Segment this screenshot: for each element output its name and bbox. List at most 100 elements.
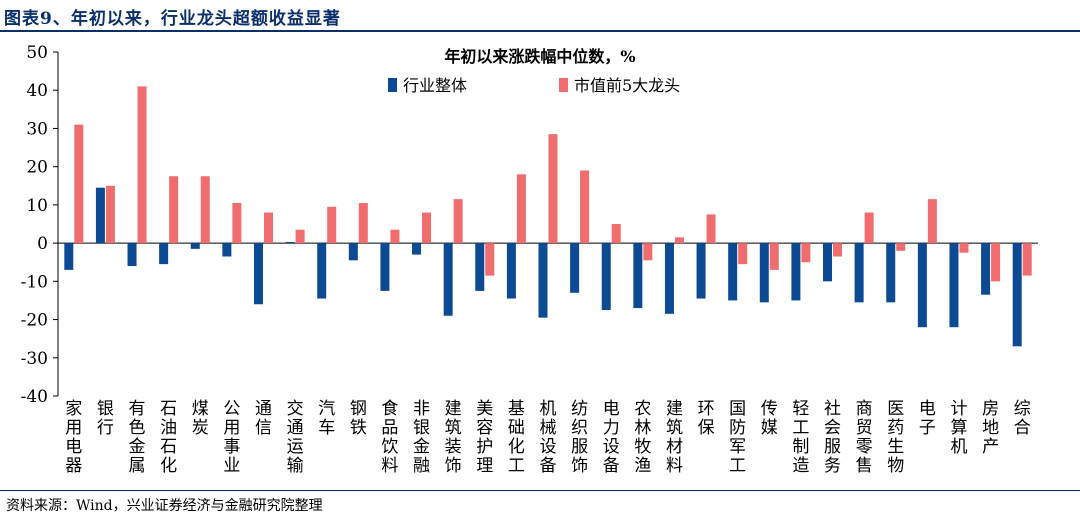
x-tick-label: 钢铁 bbox=[350, 399, 367, 438]
bar-leaders bbox=[516, 174, 526, 244]
x-tick-label: 电子 bbox=[919, 399, 936, 438]
bar-industry bbox=[696, 243, 706, 299]
bar-leaders bbox=[327, 206, 337, 244]
bar-industry bbox=[886, 243, 896, 303]
legend: 行业整体 市值前5大龙头 bbox=[388, 76, 680, 95]
bar-leaders bbox=[169, 176, 179, 244]
x-tick-label: 医药生物 bbox=[887, 399, 904, 476]
bar-leaders bbox=[580, 170, 590, 244]
bar-leaders bbox=[896, 243, 906, 251]
x-tick-label: 家用电器 bbox=[65, 399, 82, 476]
x-tick-label: 房地产 bbox=[982, 399, 999, 457]
bar-industry bbox=[728, 243, 738, 301]
bar-industry bbox=[981, 243, 991, 295]
y-tick-label: 30 bbox=[26, 119, 48, 139]
bar-leaders bbox=[358, 202, 368, 244]
y-tick-label: -30 bbox=[21, 349, 48, 369]
bar-industry bbox=[412, 243, 422, 255]
x-tick-label: 煤炭 bbox=[192, 399, 209, 438]
bar-leaders bbox=[864, 212, 874, 244]
x-tick-label: 石油石化 bbox=[160, 399, 177, 476]
bar-leaders bbox=[959, 243, 969, 253]
bar-leaders bbox=[643, 243, 653, 261]
bar-leaders bbox=[738, 243, 748, 265]
bar-leaders bbox=[390, 229, 400, 244]
x-tick-label: 汽车 bbox=[318, 399, 335, 438]
x-tick-label: 交通运输 bbox=[287, 399, 304, 476]
bar-leaders bbox=[137, 86, 147, 244]
y-axis: -40 -30 -20 -10 0 10 20 30 40 50 bbox=[21, 43, 1038, 407]
bar-industry bbox=[443, 243, 453, 316]
bar-industry bbox=[664, 243, 674, 314]
x-tick-label: 公用事业 bbox=[223, 399, 240, 476]
x-tick-label: 传媒 bbox=[761, 399, 778, 438]
y-tick-label: 10 bbox=[26, 196, 48, 216]
bar-leaders bbox=[801, 243, 811, 263]
bar-industry bbox=[64, 243, 74, 270]
bar-industry bbox=[348, 243, 358, 261]
bar-leaders bbox=[991, 243, 1001, 282]
x-tick-label: 建筑材料 bbox=[666, 399, 683, 476]
x-tick-label: 食品饮料 bbox=[381, 399, 398, 476]
x-tick-label: 美容护理 bbox=[476, 399, 493, 476]
chart-title: 年初以来涨跌幅中位数，% bbox=[444, 47, 635, 66]
bar-industry bbox=[823, 243, 833, 282]
bar-industry bbox=[917, 243, 927, 328]
x-tick-label: 建筑装饰 bbox=[445, 399, 462, 476]
bar-industry bbox=[475, 243, 485, 291]
bar-industry bbox=[127, 243, 137, 267]
y-tick-label: 0 bbox=[37, 234, 48, 254]
bar-leaders bbox=[706, 214, 716, 244]
y-tick-label: -40 bbox=[21, 387, 48, 407]
legend-swatch-industry bbox=[388, 78, 397, 92]
x-tick-label: 综合 bbox=[1014, 399, 1031, 438]
bar-industry bbox=[380, 243, 390, 291]
legend-label-industry: 行业整体 bbox=[403, 76, 467, 95]
x-tick-label: 轻工制造 bbox=[792, 399, 809, 476]
x-tick-label: 银行 bbox=[97, 399, 114, 438]
x-tick-label: 农林牧渔 bbox=[634, 399, 651, 476]
x-tick-label: 计算机 bbox=[950, 399, 967, 457]
bar-industry bbox=[601, 243, 611, 310]
bar-industry bbox=[253, 243, 263, 305]
figure-title: 图表9、年初以来，行业龙头超额收益显著 bbox=[4, 9, 341, 29]
bar-industry bbox=[633, 243, 643, 309]
bar-leaders bbox=[453, 199, 463, 244]
x-tick-label: 基础化工 bbox=[508, 399, 525, 476]
bar-leaders bbox=[422, 212, 432, 244]
legend-label-leaders: 市值前5大龙头 bbox=[574, 76, 680, 95]
y-tick-label: -20 bbox=[21, 311, 48, 331]
x-tick-label: 机械设备 bbox=[540, 399, 557, 476]
x-tick-label: 国防军工 bbox=[729, 399, 746, 476]
legend-swatch-leaders bbox=[559, 78, 568, 92]
x-tick-label: 纺织服饰 bbox=[571, 399, 588, 476]
bar-industry bbox=[791, 243, 801, 301]
x-axis-labels: 家用电器银行有色金属石油石化煤炭公用事业通信交通运输汽车钢铁食品饮料非银金融建筑… bbox=[65, 399, 1030, 476]
bar-leaders bbox=[927, 199, 937, 244]
bar-industry bbox=[949, 243, 959, 328]
x-tick-label: 社会服务 bbox=[824, 399, 841, 476]
bar-industry bbox=[538, 243, 548, 318]
bar-marks bbox=[64, 86, 1032, 347]
x-tick-label: 商贸零售 bbox=[856, 399, 873, 476]
bar-leaders bbox=[105, 185, 115, 244]
source-divider bbox=[0, 490, 1080, 491]
bar-leaders bbox=[485, 243, 495, 276]
bar-leaders bbox=[232, 202, 242, 244]
bar-industry bbox=[570, 243, 580, 293]
bar-chart: -40 -30 -20 -10 0 10 20 30 40 50 家用电器银行有色金属石油石化煤炭… bbox=[21, 43, 1038, 476]
bar-industry bbox=[190, 243, 200, 249]
bar-leaders bbox=[263, 212, 273, 244]
x-tick-label: 通信 bbox=[255, 399, 272, 438]
x-tick-label: 电力设备 bbox=[603, 399, 620, 476]
bar-industry bbox=[1012, 243, 1022, 347]
bar-industry bbox=[759, 243, 769, 303]
source-note: 资料来源：Wind，兴业证券经济与金融研究院整理 bbox=[6, 498, 323, 514]
y-tick-label: -10 bbox=[21, 272, 48, 292]
bar-industry bbox=[854, 243, 864, 303]
bar-industry bbox=[317, 243, 327, 299]
title-divider bbox=[0, 30, 1080, 32]
bar-industry bbox=[159, 243, 169, 265]
bar-leaders bbox=[548, 134, 558, 244]
bar-leaders bbox=[295, 229, 305, 244]
